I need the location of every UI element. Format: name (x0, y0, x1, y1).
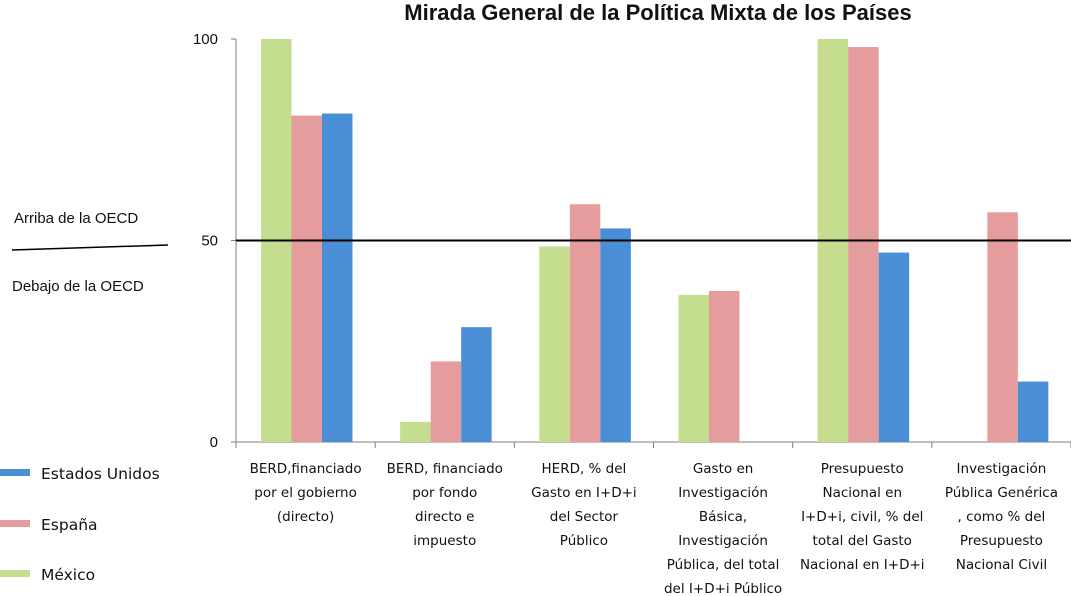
bar-estados-unidos-3 (600, 228, 631, 442)
chart-title: Mirada General de la Política Mixta de l… (404, 0, 911, 25)
bar-españa-1 (291, 115, 322, 442)
oecd-divider-stroke (11, 244, 169, 251)
bar-españa-2 (430, 361, 462, 442)
bar-estados-unidos-5 (878, 252, 910, 442)
category-labels: BERD,financiado por el gobierno (directo) B… (250, 461, 1058, 596)
legend-swatch-españa (0, 520, 30, 527)
legend-swatch-estados-unidos (0, 469, 30, 476)
x-category-label: Investigación Pública Genérica, como % de… (945, 461, 1058, 573)
bar-españa-6 (987, 212, 1018, 442)
legend: Estados Unidos España México (0, 465, 160, 584)
bar-españa-5 (848, 47, 879, 443)
y-tick-label: 50 (201, 233, 218, 250)
reference-label-above: Arriba de la OECD (14, 210, 138, 227)
legend-label: España (41, 516, 98, 534)
legend-label: Estados Unidos (41, 465, 160, 483)
y-tick-label: 0 (210, 434, 218, 451)
bar-méxico-2 (400, 421, 431, 442)
reference-line (11, 239, 1071, 251)
bar-méxico-3 (539, 246, 570, 442)
bar-estados-unidos-1 (322, 113, 353, 443)
x-category-label: Presupuesto Nacional en I+D+i, civil, % de… (800, 461, 925, 573)
x-category-label: BERD,financiado por el gobierno (directo) (250, 461, 362, 525)
legend-swatch-méxico (0, 570, 30, 577)
legend-label: México (41, 566, 95, 584)
axes: 0 50 100 (193, 31, 1071, 451)
x-category-label: Gasto en Investigación Básica, Investigació… (664, 461, 782, 596)
bar-méxico-4 (678, 294, 709, 442)
x-category-label: HERD, % del Gasto en I+D+i del Sector Públi… (531, 461, 637, 549)
bar-estados-unidos-6 (1017, 381, 1049, 442)
bar-españa-3 (569, 204, 601, 442)
reference-label-below: Debajo de la OECD (12, 278, 144, 295)
bar-estados-unidos-2 (461, 327, 492, 442)
x-category-label: BERD, financiado por fondo directo e impues… (387, 461, 503, 549)
bar-españa-4 (709, 290, 740, 442)
y-tick-label: 100 (193, 31, 218, 48)
